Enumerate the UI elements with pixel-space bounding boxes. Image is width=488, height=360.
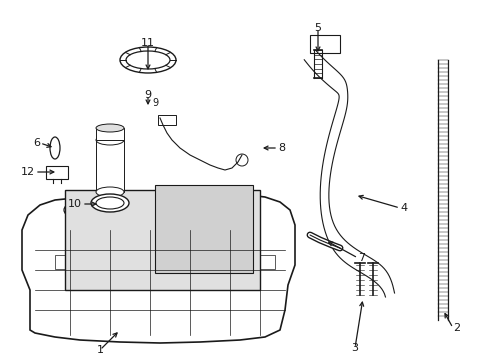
Ellipse shape [96,135,124,145]
Ellipse shape [96,124,124,132]
Text: 12: 12 [21,167,35,177]
Ellipse shape [91,194,129,212]
Bar [96,140,124,192]
Text: 9: 9 [152,98,158,108]
Ellipse shape [50,137,60,159]
Ellipse shape [96,187,124,197]
Text: 3: 3 [351,343,358,353]
Text: 11: 11 [141,38,155,48]
Ellipse shape [126,51,170,69]
Bar [309,35,339,53]
Bar [155,185,252,273]
Bar [55,255,90,269]
Bar [158,115,176,125]
Polygon shape [22,193,294,343]
Ellipse shape [120,47,176,73]
Text: 4: 4 [399,203,407,213]
Bar [96,128,124,140]
Bar [46,166,68,179]
Text: 1: 1 [96,345,103,355]
Text: 6: 6 [33,138,40,148]
Ellipse shape [236,154,247,166]
Text: 7: 7 [357,253,365,263]
Bar [240,255,274,269]
Bar [65,190,260,290]
Text: 10: 10 [68,199,82,209]
Text: 9: 9 [144,90,151,100]
Text: 8: 8 [278,143,285,153]
Ellipse shape [96,197,124,209]
Text: 5: 5 [314,23,321,33]
Text: 2: 2 [452,323,459,333]
